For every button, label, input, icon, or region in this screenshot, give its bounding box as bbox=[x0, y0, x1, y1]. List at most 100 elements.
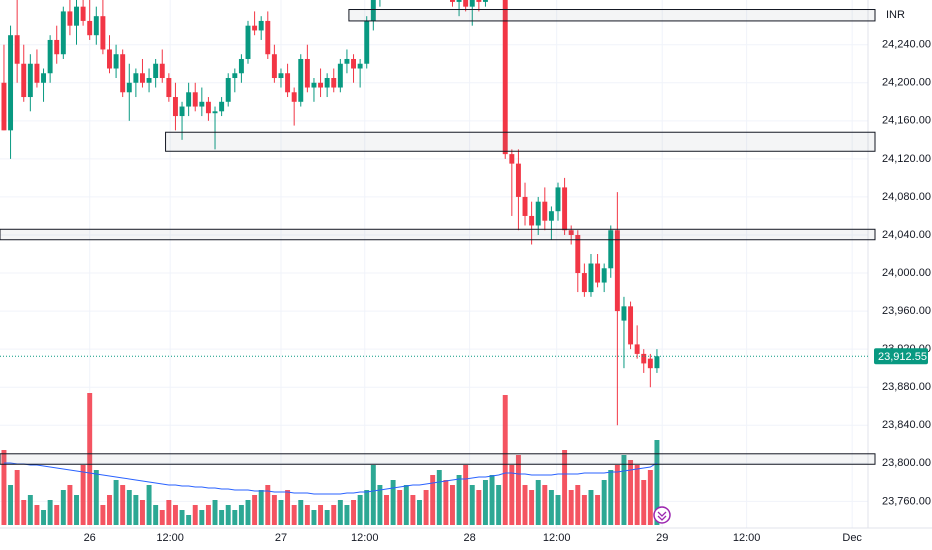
candle-body bbox=[562, 187, 568, 231]
candle-body bbox=[27, 63, 33, 98]
candle-body bbox=[199, 101, 205, 107]
volume-bar bbox=[21, 500, 27, 525]
x-tick-label: Dec bbox=[842, 532, 862, 544]
candle-body bbox=[614, 230, 620, 312]
volume-bar bbox=[8, 485, 14, 525]
candle-body bbox=[41, 73, 47, 83]
volume-bar bbox=[87, 393, 93, 525]
candle-body bbox=[232, 73, 238, 79]
volume-bar bbox=[634, 465, 640, 525]
x-tick-label: 27 bbox=[275, 532, 287, 544]
candle-body bbox=[654, 356, 660, 369]
y-tick-label: 24,240.00 bbox=[882, 39, 931, 51]
volume-bar bbox=[601, 480, 607, 525]
zone bbox=[0, 453, 876, 465]
volume-bar bbox=[304, 505, 310, 525]
volume-bar bbox=[502, 395, 508, 525]
x-tick-label: 12:00 bbox=[156, 532, 184, 544]
volume-bar bbox=[271, 495, 277, 525]
volume-bar bbox=[555, 495, 561, 525]
candle-body bbox=[318, 82, 324, 88]
candle-body bbox=[641, 353, 647, 364]
candle-body bbox=[212, 111, 218, 114]
candle-body bbox=[548, 211, 554, 221]
candle-body bbox=[522, 196, 528, 216]
candle-body bbox=[252, 25, 258, 31]
candle-body bbox=[14, 35, 20, 64]
volume-bar bbox=[205, 505, 211, 525]
candle-body bbox=[535, 201, 541, 226]
candle-body bbox=[146, 78, 152, 83]
candle-body bbox=[159, 63, 165, 79]
volume-bar bbox=[430, 475, 436, 525]
volume-bar bbox=[166, 500, 172, 525]
volume-bar bbox=[238, 505, 244, 525]
x-tick-label: 12:00 bbox=[543, 532, 571, 544]
volume-bar bbox=[562, 450, 568, 525]
candle-body bbox=[8, 35, 14, 131]
candle-body bbox=[47, 39, 53, 74]
y-tick-label: 23,760.00 bbox=[882, 495, 931, 507]
zone bbox=[165, 131, 876, 152]
volume-bar bbox=[548, 490, 554, 525]
volume-bar bbox=[608, 470, 614, 525]
candle-body bbox=[166, 78, 172, 98]
currency: INR bbox=[886, 9, 905, 21]
volume-bar bbox=[199, 510, 205, 525]
candle-body bbox=[245, 25, 251, 59]
volume-bar bbox=[324, 510, 330, 525]
volume-bar bbox=[331, 505, 337, 525]
volume-bar bbox=[100, 505, 106, 525]
volume-bar bbox=[535, 480, 541, 525]
candle-body bbox=[476, 0, 482, 2]
scroll-icon bbox=[657, 511, 667, 521]
volume-bar bbox=[456, 475, 462, 525]
volume-bar bbox=[74, 495, 79, 525]
volume-bar bbox=[417, 500, 422, 525]
volume-bar bbox=[219, 510, 225, 525]
volume-bar bbox=[285, 490, 291, 525]
candle-body bbox=[628, 306, 634, 345]
candle-body bbox=[601, 268, 607, 283]
candle-body bbox=[542, 201, 548, 221]
volume-bar bbox=[482, 480, 488, 525]
candle-body bbox=[139, 73, 145, 83]
volume-bar bbox=[225, 505, 231, 525]
x-tick-label: 12:00 bbox=[351, 532, 379, 544]
volume-bar bbox=[126, 490, 132, 525]
volume-bar bbox=[258, 490, 264, 525]
volume-bar bbox=[463, 465, 469, 525]
candle-body bbox=[1, 82, 7, 131]
x-tick-label: 12:00 bbox=[733, 532, 761, 544]
candle-body bbox=[113, 54, 119, 69]
volume-bar bbox=[509, 465, 515, 525]
candle-body bbox=[344, 58, 350, 64]
candle-body bbox=[271, 54, 277, 79]
volume-bar bbox=[423, 490, 429, 525]
volume-bar bbox=[133, 495, 139, 525]
volume-bar bbox=[628, 460, 634, 525]
candle-body bbox=[634, 344, 640, 354]
y-tick-label: 24,080.00 bbox=[882, 191, 931, 203]
volume-bar bbox=[47, 500, 53, 525]
y-tick-label: 23,880.00 bbox=[882, 381, 931, 393]
volume-bar bbox=[252, 495, 258, 525]
volume-bar bbox=[120, 485, 126, 525]
scroll-button[interactable] bbox=[653, 506, 671, 524]
volume-bar bbox=[60, 490, 66, 525]
volume-bar bbox=[34, 505, 40, 525]
candle-body bbox=[588, 263, 594, 293]
candle-body bbox=[298, 58, 304, 102]
volume-bar bbox=[54, 505, 60, 525]
y-tick-label: 24,160.00 bbox=[882, 115, 931, 127]
candle-body bbox=[311, 82, 317, 88]
last-price-label: 23,912.55 bbox=[878, 351, 927, 363]
volume-bar bbox=[27, 495, 33, 525]
volume-bar bbox=[192, 505, 198, 525]
y-tick-label: 24,000.00 bbox=[882, 267, 931, 279]
candle-body bbox=[186, 92, 192, 107]
volume-bar bbox=[449, 485, 455, 525]
volume-bar bbox=[647, 470, 653, 525]
candle-body bbox=[502, 0, 508, 155]
